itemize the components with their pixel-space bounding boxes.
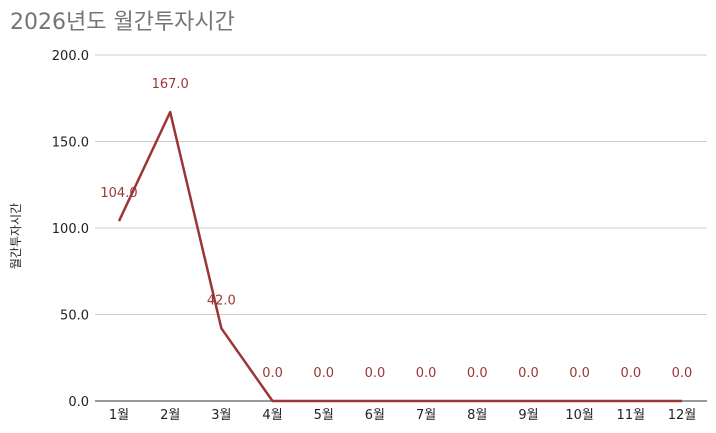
- chart-title: 2026년도 월간투자시간: [10, 10, 235, 35]
- data-label: 0.0: [365, 366, 386, 381]
- data-label: 0.0: [416, 366, 437, 381]
- series-line: [117, 110, 682, 403]
- data-label: 0.0: [620, 366, 641, 381]
- y-tick-label: 50.0: [60, 309, 89, 324]
- x-tick-label: 3월: [211, 408, 231, 423]
- data-label: 0.0: [262, 366, 283, 381]
- y-tick-label: 0.0: [68, 395, 89, 410]
- x-tick-label: 8월: [467, 408, 487, 423]
- data-label: 0.0: [313, 366, 334, 381]
- data-label: 0.0: [569, 366, 590, 381]
- x-tick-label: 5월: [314, 408, 334, 423]
- x-tick-label: 7월: [416, 408, 436, 423]
- x-tick-label: 6월: [365, 408, 385, 423]
- x-tick-label: 1월: [109, 408, 129, 423]
- x-tick-label: 12월: [668, 408, 697, 423]
- data-label: 104.0: [100, 186, 137, 201]
- data-label: 0.0: [518, 366, 539, 381]
- data-label: 42.0: [207, 293, 236, 308]
- x-tick-label: 4월: [262, 408, 282, 423]
- y-tick-label: 200.0: [52, 49, 89, 64]
- x-tick-label: 2월: [160, 408, 180, 423]
- data-label: 0.0: [467, 366, 488, 381]
- data-label: 0.0: [672, 366, 693, 381]
- x-tick-label: 11월: [617, 408, 646, 423]
- y-tick-label: 150.0: [52, 136, 89, 151]
- data-label: 167.0: [152, 77, 189, 92]
- y-axis-label: 월간투자시간: [9, 203, 23, 269]
- y-tick-label: 100.0: [52, 222, 89, 237]
- x-tick-label: 10월: [565, 408, 594, 423]
- x-tick-label: 9월: [518, 408, 538, 423]
